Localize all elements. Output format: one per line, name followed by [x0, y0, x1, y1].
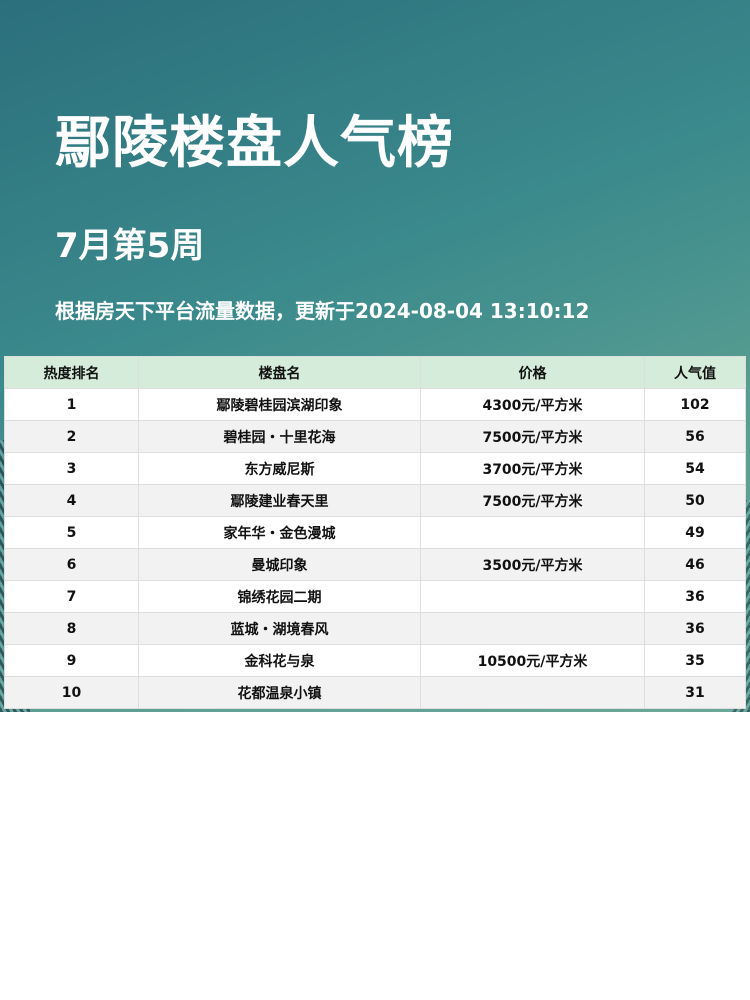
rank-cell: 5 [4, 516, 139, 549]
rank-cell: 8 [4, 612, 139, 645]
rank-cell: 4 [4, 484, 139, 517]
name-cell: 金科花与泉 [138, 644, 421, 677]
table-header-row: 热度排名 楼盘名 价格 人气值 [4, 356, 746, 389]
table-row: 3 东方威尼斯 3700元/平方米 54 [4, 452, 746, 485]
column-header-rank: 热度排名 [4, 356, 139, 389]
rank-cell: 9 [4, 644, 139, 677]
name-cell: 锦绣花园二期 [138, 580, 421, 613]
rank-cell: 3 [4, 452, 139, 485]
rank-cell: 6 [4, 548, 139, 581]
table-row: 8 蓝城・湖境春风 36 [4, 612, 746, 645]
rank-cell: 7 [4, 580, 139, 613]
price-cell [420, 580, 645, 613]
popularity-cell: 102 [644, 388, 746, 421]
name-cell: 花都温泉小镇 [138, 676, 421, 709]
price-cell: 3700元/平方米 [420, 452, 645, 485]
name-cell: 鄢陵碧桂园滨湖印象 [138, 388, 421, 421]
popularity-cell: 56 [644, 420, 746, 453]
popularity-cell: 50 [644, 484, 746, 517]
column-header-popularity: 人气值 [644, 356, 746, 389]
page-title: 鄢陵楼盘人气榜 [55, 111, 454, 176]
price-cell: 3500元/平方米 [420, 548, 645, 581]
name-cell: 碧桂园・十里花海 [138, 420, 421, 453]
rank-cell: 1 [4, 388, 139, 421]
name-cell: 曼城印象 [138, 548, 421, 581]
column-header-name: 楼盘名 [138, 356, 421, 389]
popularity-cell: 36 [644, 580, 746, 613]
name-cell: 东方威尼斯 [138, 452, 421, 485]
name-cell: 鄢陵建业春天里 [138, 484, 421, 517]
table-row: 9 金科花与泉 10500元/平方米 35 [4, 644, 746, 677]
price-cell: 10500元/平方米 [420, 644, 645, 677]
update-subtitle: 根据房天下平台流量数据，更新于2024-08-04 13:10:12 [55, 299, 590, 323]
table-row: 6 曼城印象 3500元/平方米 46 [4, 548, 746, 581]
price-cell: 7500元/平方米 [420, 484, 645, 517]
price-cell: 4300元/平方米 [420, 388, 645, 421]
price-cell: 7500元/平方米 [420, 420, 645, 453]
name-cell: 家年华・金色漫城 [138, 516, 421, 549]
ranking-table: 热度排名 楼盘名 价格 人气值 1 鄢陵碧桂园滨湖印象 4300元/平方米 102 2 碧… [4, 356, 746, 709]
popularity-cell: 49 [644, 516, 746, 549]
table-row: 10 花都温泉小镇 31 [4, 676, 746, 709]
table-row: 5 家年华・金色漫城 49 [4, 516, 746, 549]
popularity-cell: 36 [644, 612, 746, 645]
popularity-cell: 31 [644, 676, 746, 709]
price-cell [420, 612, 645, 645]
rank-cell: 2 [4, 420, 139, 453]
name-cell: 蓝城・湖境春风 [138, 612, 421, 645]
popularity-cell: 54 [644, 452, 746, 485]
popularity-cell: 35 [644, 644, 746, 677]
table-row: 1 鄢陵碧桂园滨湖印象 4300元/平方米 102 [4, 388, 746, 421]
popularity-cell: 46 [644, 548, 746, 581]
price-cell [420, 676, 645, 709]
column-header-price: 价格 [420, 356, 645, 389]
rank-cell: 10 [4, 676, 139, 709]
table-row: 7 锦绣花园二期 36 [4, 580, 746, 613]
price-cell [420, 516, 645, 549]
table-row: 2 碧桂园・十里花海 7500元/平方米 56 [4, 420, 746, 453]
table-row: 4 鄢陵建业春天里 7500元/平方米 50 [4, 484, 746, 517]
week-label: 7月第5周 [55, 226, 205, 266]
